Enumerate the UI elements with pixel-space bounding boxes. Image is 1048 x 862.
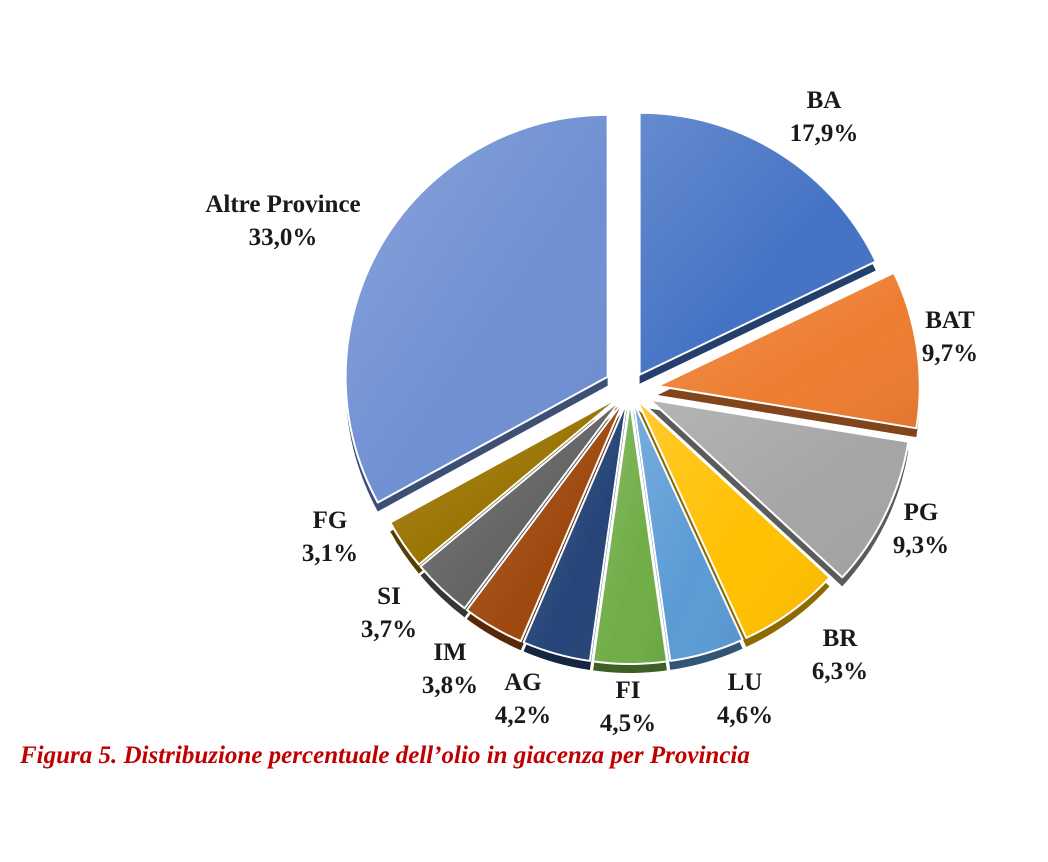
slice-label-value-fi: 4,5% <box>600 710 656 737</box>
slice-label-value-bat: 9,7% <box>922 340 978 367</box>
slice-label-name-br: BR <box>823 625 859 652</box>
slice-label-name-si: SI <box>377 583 401 610</box>
slice-label-name-bat: BAT <box>925 307 975 334</box>
pie-slice-shine-pg <box>649 399 909 578</box>
slice-label-name-im: IM <box>433 639 466 666</box>
slice-label-name-lu: LU <box>728 669 763 696</box>
slice-label-value-br: 6,3% <box>812 658 868 685</box>
slice-label-value-altre-province: 33,0% <box>249 224 318 251</box>
slice-label-value-ag: 4,2% <box>495 702 551 729</box>
slice-label-value-lu: 4,6% <box>717 702 773 729</box>
pie-slice-shine-im <box>466 400 624 642</box>
slice-label-name-fi: FI <box>616 677 641 704</box>
slice-label-name-altre-province: Altre Province <box>205 191 360 218</box>
slice-label-value-pg: 9,3% <box>893 532 949 559</box>
slice-label-name-ba: BA <box>807 87 842 114</box>
slice-label-name-fg: FG <box>313 507 348 534</box>
pie-slice-shine-si <box>420 398 622 609</box>
slice-label-value-fg: 3,1% <box>302 540 358 567</box>
pie-slice-shine-lu <box>633 401 743 661</box>
slice-label-name-pg: PG <box>904 499 939 526</box>
pie-slice-shine-altre-province <box>345 114 608 503</box>
pie-slice-shine-fi <box>593 402 667 664</box>
slice-label-value-ba: 17,9% <box>790 120 859 147</box>
slice-label-value-im: 3,8% <box>422 672 478 699</box>
slice-label-value-si: 3,7% <box>361 616 417 643</box>
pie-slice-shine-bat <box>657 272 920 429</box>
pie-slice-shine-fg <box>390 396 621 565</box>
pie-slice-shine-ba <box>639 112 876 375</box>
pie-slice-shine-ag <box>523 401 627 661</box>
figure-caption: Figura 5. Distribuzione percentuale dell… <box>20 742 750 769</box>
slice-label-name-ag: AG <box>504 669 542 696</box>
pie-slice-shine-br <box>637 399 830 638</box>
